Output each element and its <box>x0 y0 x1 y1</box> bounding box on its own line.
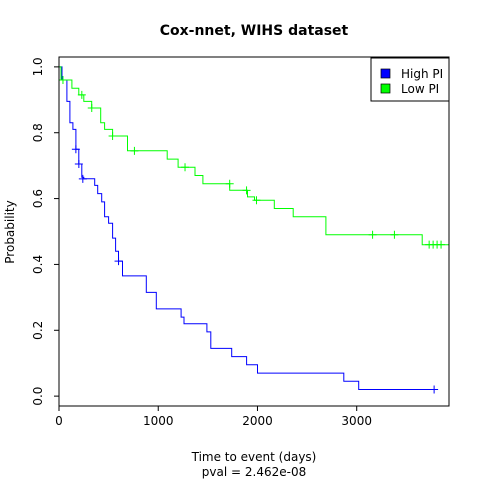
censor-mark <box>78 174 87 183</box>
pval-annotation: pval = 2.462e-08 <box>202 465 306 479</box>
censor-mark <box>58 76 67 85</box>
censor-mark <box>114 257 123 266</box>
y-tick-label: 0.2 <box>31 321 45 340</box>
censor-mark <box>368 230 377 239</box>
legend-label: High PI <box>401 67 443 81</box>
y-tick-label: 1.0 <box>31 57 45 76</box>
censor-mark <box>437 240 446 249</box>
legend-swatch <box>380 83 391 94</box>
y-tick-label: 0.8 <box>31 123 45 142</box>
x-tick-label: 1000 <box>143 414 174 428</box>
censor-mark <box>74 160 83 169</box>
censor-mark <box>225 179 234 188</box>
plot-frame <box>58 56 450 407</box>
y-tick-label: 0.4 <box>31 255 45 274</box>
x-tick-label: 2000 <box>242 414 273 428</box>
legend-label: Low PI <box>401 82 439 96</box>
censor-mark <box>242 186 251 195</box>
censor-mark <box>108 132 117 141</box>
series-line-0 <box>59 66 435 390</box>
censor-mark <box>130 146 139 155</box>
censor-mark <box>390 230 399 239</box>
axes: 0 1000 2000 3000 0.0 0.2 0.4 0.6 0.8 1.0 <box>31 56 450 428</box>
censor-mark <box>87 104 96 113</box>
x-axis-label: Time to event (days) <box>191 450 317 464</box>
censor-mark <box>252 196 261 205</box>
x-tick-label: 3000 <box>341 414 372 428</box>
series-line-1 <box>59 66 450 397</box>
plot-area <box>58 66 450 397</box>
y-axis-label: Probability <box>3 200 17 263</box>
x-tick-label: 0 <box>55 414 63 428</box>
legend-swatch <box>380 68 391 79</box>
y-tick-label: 0.0 <box>31 387 45 406</box>
censor-mark <box>71 145 80 154</box>
censor-mark <box>77 90 86 99</box>
y-tick-label: 0.6 <box>31 189 45 208</box>
chart-title: Cox-nnet, WIHS dataset <box>160 23 349 39</box>
censor-mark <box>181 163 190 172</box>
censor-mark <box>430 385 439 394</box>
legend-box <box>370 57 450 102</box>
